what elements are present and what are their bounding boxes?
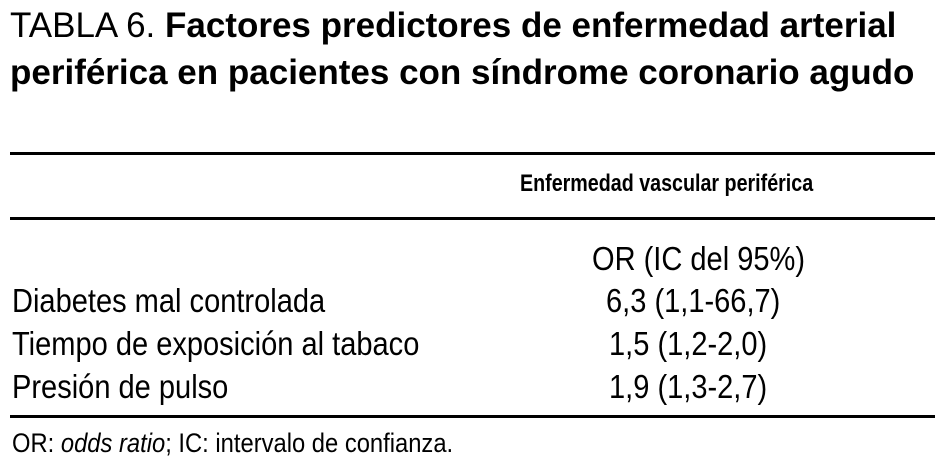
column-header: Enfermedad vascular periférica <box>520 170 814 197</box>
top-rule <box>10 152 935 155</box>
table-row-label: Diabetes mal controlada <box>12 282 326 319</box>
table-row-label: Tiempo de exposición al tabaco <box>12 325 420 362</box>
footnote-or-text: odds ratio <box>60 428 166 458</box>
table-row-value: 1,9 (1,3-2,7) <box>609 368 768 405</box>
footnote-rest: ; IC: intervalo de confianza. <box>165 428 454 458</box>
table-row-value: 6,3 (1,1-66,7) <box>606 282 781 319</box>
table-row-label: Presión de pulso <box>12 368 229 405</box>
table-title: TABLA 6. Factores predictores de enferme… <box>10 2 940 96</box>
table-row-value: 1,5 (1,2-2,0) <box>609 325 768 362</box>
table-footnote: OR: odds ratio; IC: intervalo de confian… <box>12 428 453 459</box>
footnote-or-abbr: OR: <box>12 428 55 458</box>
bottom-rule <box>10 415 935 418</box>
table-title-text: Factores predictores de enfermedad arter… <box>10 6 915 92</box>
column-subheader: OR (IC del 95%) <box>592 240 806 277</box>
table-number: TABLA 6. <box>10 6 156 45</box>
header-rule <box>10 217 935 220</box>
